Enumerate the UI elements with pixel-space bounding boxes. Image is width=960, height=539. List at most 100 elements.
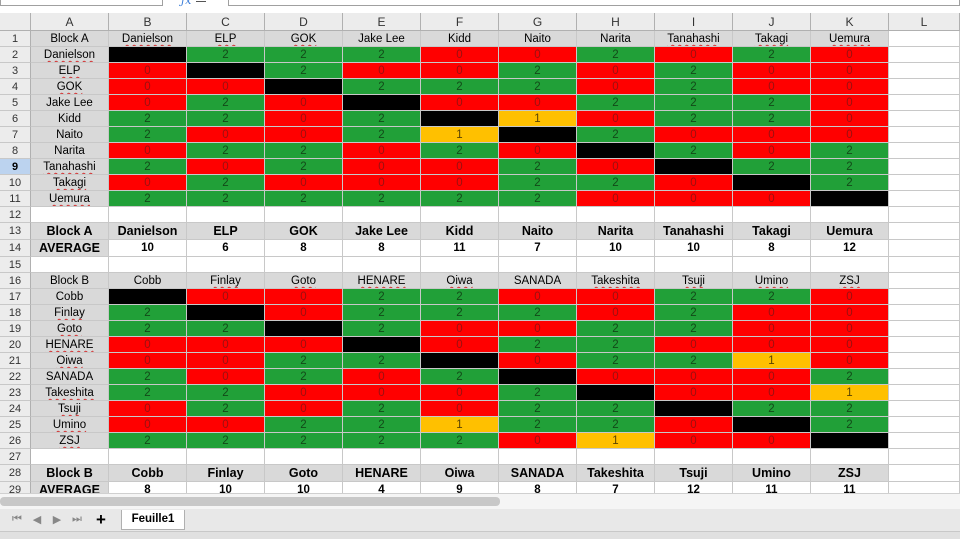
result-cell[interactable]: 2: [343, 321, 421, 337]
empty-cell[interactable]: [577, 207, 655, 223]
block_a-label[interactable]: Block A: [31, 31, 109, 47]
row-header-28[interactable]: 28: [0, 465, 31, 482]
block_b-column-name[interactable]: ZSJ: [811, 273, 889, 289]
result-cell[interactable]: 0: [421, 47, 499, 63]
block_a-row-name[interactable]: Uemura: [31, 191, 109, 207]
result-cell[interactable]: 0: [733, 63, 811, 79]
block_a-avg-name[interactable]: Takagi: [733, 223, 811, 240]
result-cell[interactable]: 0: [655, 127, 733, 143]
result-cell[interactable]: 0: [109, 143, 187, 159]
block_a-row-name[interactable]: ELP: [31, 63, 109, 79]
result-cell[interactable]: 0: [499, 143, 577, 159]
block_b-avg-name[interactable]: ZSJ: [811, 465, 889, 482]
result-cell[interactable]: 1: [421, 127, 499, 143]
result-cell[interactable]: 2: [265, 353, 343, 369]
result-cell[interactable]: 2: [577, 401, 655, 417]
result-cell[interactable]: [421, 353, 499, 369]
row-header-18[interactable]: 18: [0, 305, 31, 321]
spreadsheet-grid[interactable]: A B C D E F G H I J K L 1 2 3 4 5 6 7 8 9 10 11 12 13 14 15 16 17 18 1…: [0, 13, 960, 493]
name-box[interactable]: [0, 0, 163, 6]
block_a-column-name[interactable]: Jake Lee: [343, 31, 421, 47]
result-cell[interactable]: 2: [187, 143, 265, 159]
result-cell[interactable]: 0: [109, 79, 187, 95]
result-cell[interactable]: 2: [499, 191, 577, 207]
average-label[interactable]: AVERAGE: [31, 240, 109, 257]
empty-cell[interactable]: [889, 47, 960, 63]
block_b-avg-name[interactable]: Finlay: [187, 465, 265, 482]
result-cell[interactable]: 0: [109, 353, 187, 369]
result-cell[interactable]: 0: [577, 63, 655, 79]
result-cell[interactable]: 0: [577, 369, 655, 385]
column-header-i[interactable]: I: [655, 13, 733, 31]
result-cell[interactable]: 2: [499, 417, 577, 433]
empty-cell[interactable]: [889, 63, 960, 79]
result-cell[interactable]: 1: [499, 111, 577, 127]
block_a-column-name[interactable]: GOK: [265, 31, 343, 47]
result-cell[interactable]: 0: [343, 369, 421, 385]
result-cell[interactable]: 2: [499, 63, 577, 79]
empty-cell[interactable]: [889, 223, 960, 240]
result-cell[interactable]: 2: [421, 369, 499, 385]
block_a-avg-name[interactable]: Uemura: [811, 223, 889, 240]
row-header-20[interactable]: 20: [0, 337, 31, 353]
block_a-row-name[interactable]: Jake Lee: [31, 95, 109, 111]
average-value[interactable]: 8: [265, 240, 343, 257]
result-cell[interactable]: 0: [577, 305, 655, 321]
empty-cell[interactable]: [889, 79, 960, 95]
block_a-column-name[interactable]: Danielson: [109, 31, 187, 47]
column-header-a[interactable]: A: [31, 13, 109, 31]
result-cell[interactable]: 2: [343, 417, 421, 433]
result-cell[interactable]: 2: [577, 321, 655, 337]
result-cell[interactable]: 2: [421, 305, 499, 321]
row-header-15[interactable]: 15: [0, 257, 31, 273]
row-header-11[interactable]: 11: [0, 191, 31, 207]
result-cell[interactable]: 0: [265, 337, 343, 353]
empty-cell[interactable]: [733, 257, 811, 273]
block_b-avg-name[interactable]: Goto: [265, 465, 343, 482]
result-cell[interactable]: 2: [655, 95, 733, 111]
result-cell[interactable]: 0: [733, 321, 811, 337]
result-cell[interactable]: 0: [265, 385, 343, 401]
result-cell[interactable]: 0: [577, 79, 655, 95]
result-cell[interactable]: 2: [655, 63, 733, 79]
row-header-23[interactable]: 23: [0, 385, 31, 401]
result-cell[interactable]: 2: [811, 401, 889, 417]
result-cell[interactable]: 0: [343, 63, 421, 79]
result-cell[interactable]: 0: [187, 159, 265, 175]
result-cell[interactable]: 2: [499, 401, 577, 417]
empty-cell[interactable]: [421, 449, 499, 465]
block_a-avg-name[interactable]: Tanahashi: [655, 223, 733, 240]
result-cell[interactable]: 0: [499, 289, 577, 305]
result-cell[interactable]: 0: [811, 63, 889, 79]
block_b-column-name[interactable]: SANADA: [499, 273, 577, 289]
average-label[interactable]: AVERAGE: [31, 482, 109, 493]
column-header-l[interactable]: L: [889, 13, 960, 31]
block_b-row-name[interactable]: Oiwa: [31, 353, 109, 369]
empty-cell[interactable]: [889, 369, 960, 385]
result-cell[interactable]: 0: [421, 385, 499, 401]
block_a-column-name[interactable]: Kidd: [421, 31, 499, 47]
result-cell[interactable]: 2: [577, 127, 655, 143]
block_a-column-name[interactable]: Uemura: [811, 31, 889, 47]
result-cell[interactable]: 2: [109, 305, 187, 321]
empty-cell[interactable]: [811, 449, 889, 465]
result-cell[interactable]: 0: [733, 191, 811, 207]
result-cell[interactable]: 0: [811, 95, 889, 111]
empty-cell[interactable]: [265, 207, 343, 223]
result-cell[interactable]: 2: [421, 289, 499, 305]
empty-cell[interactable]: [343, 257, 421, 273]
result-cell[interactable]: 2: [265, 433, 343, 449]
result-cell[interactable]: 2: [265, 191, 343, 207]
average-value[interactable]: 8: [499, 482, 577, 493]
result-cell[interactable]: 2: [109, 159, 187, 175]
average-value[interactable]: 10: [109, 240, 187, 257]
row-header-14[interactable]: 14: [0, 240, 31, 257]
result-cell[interactable]: 0: [265, 401, 343, 417]
result-cell[interactable]: 0: [109, 337, 187, 353]
block_b-avg-name[interactable]: SANADA: [499, 465, 577, 482]
result-cell[interactable]: 2: [343, 433, 421, 449]
block_b-column-name[interactable]: Tsuji: [655, 273, 733, 289]
row-header-25[interactable]: 25: [0, 417, 31, 433]
result-cell[interactable]: 0: [733, 337, 811, 353]
empty-cell[interactable]: [265, 449, 343, 465]
